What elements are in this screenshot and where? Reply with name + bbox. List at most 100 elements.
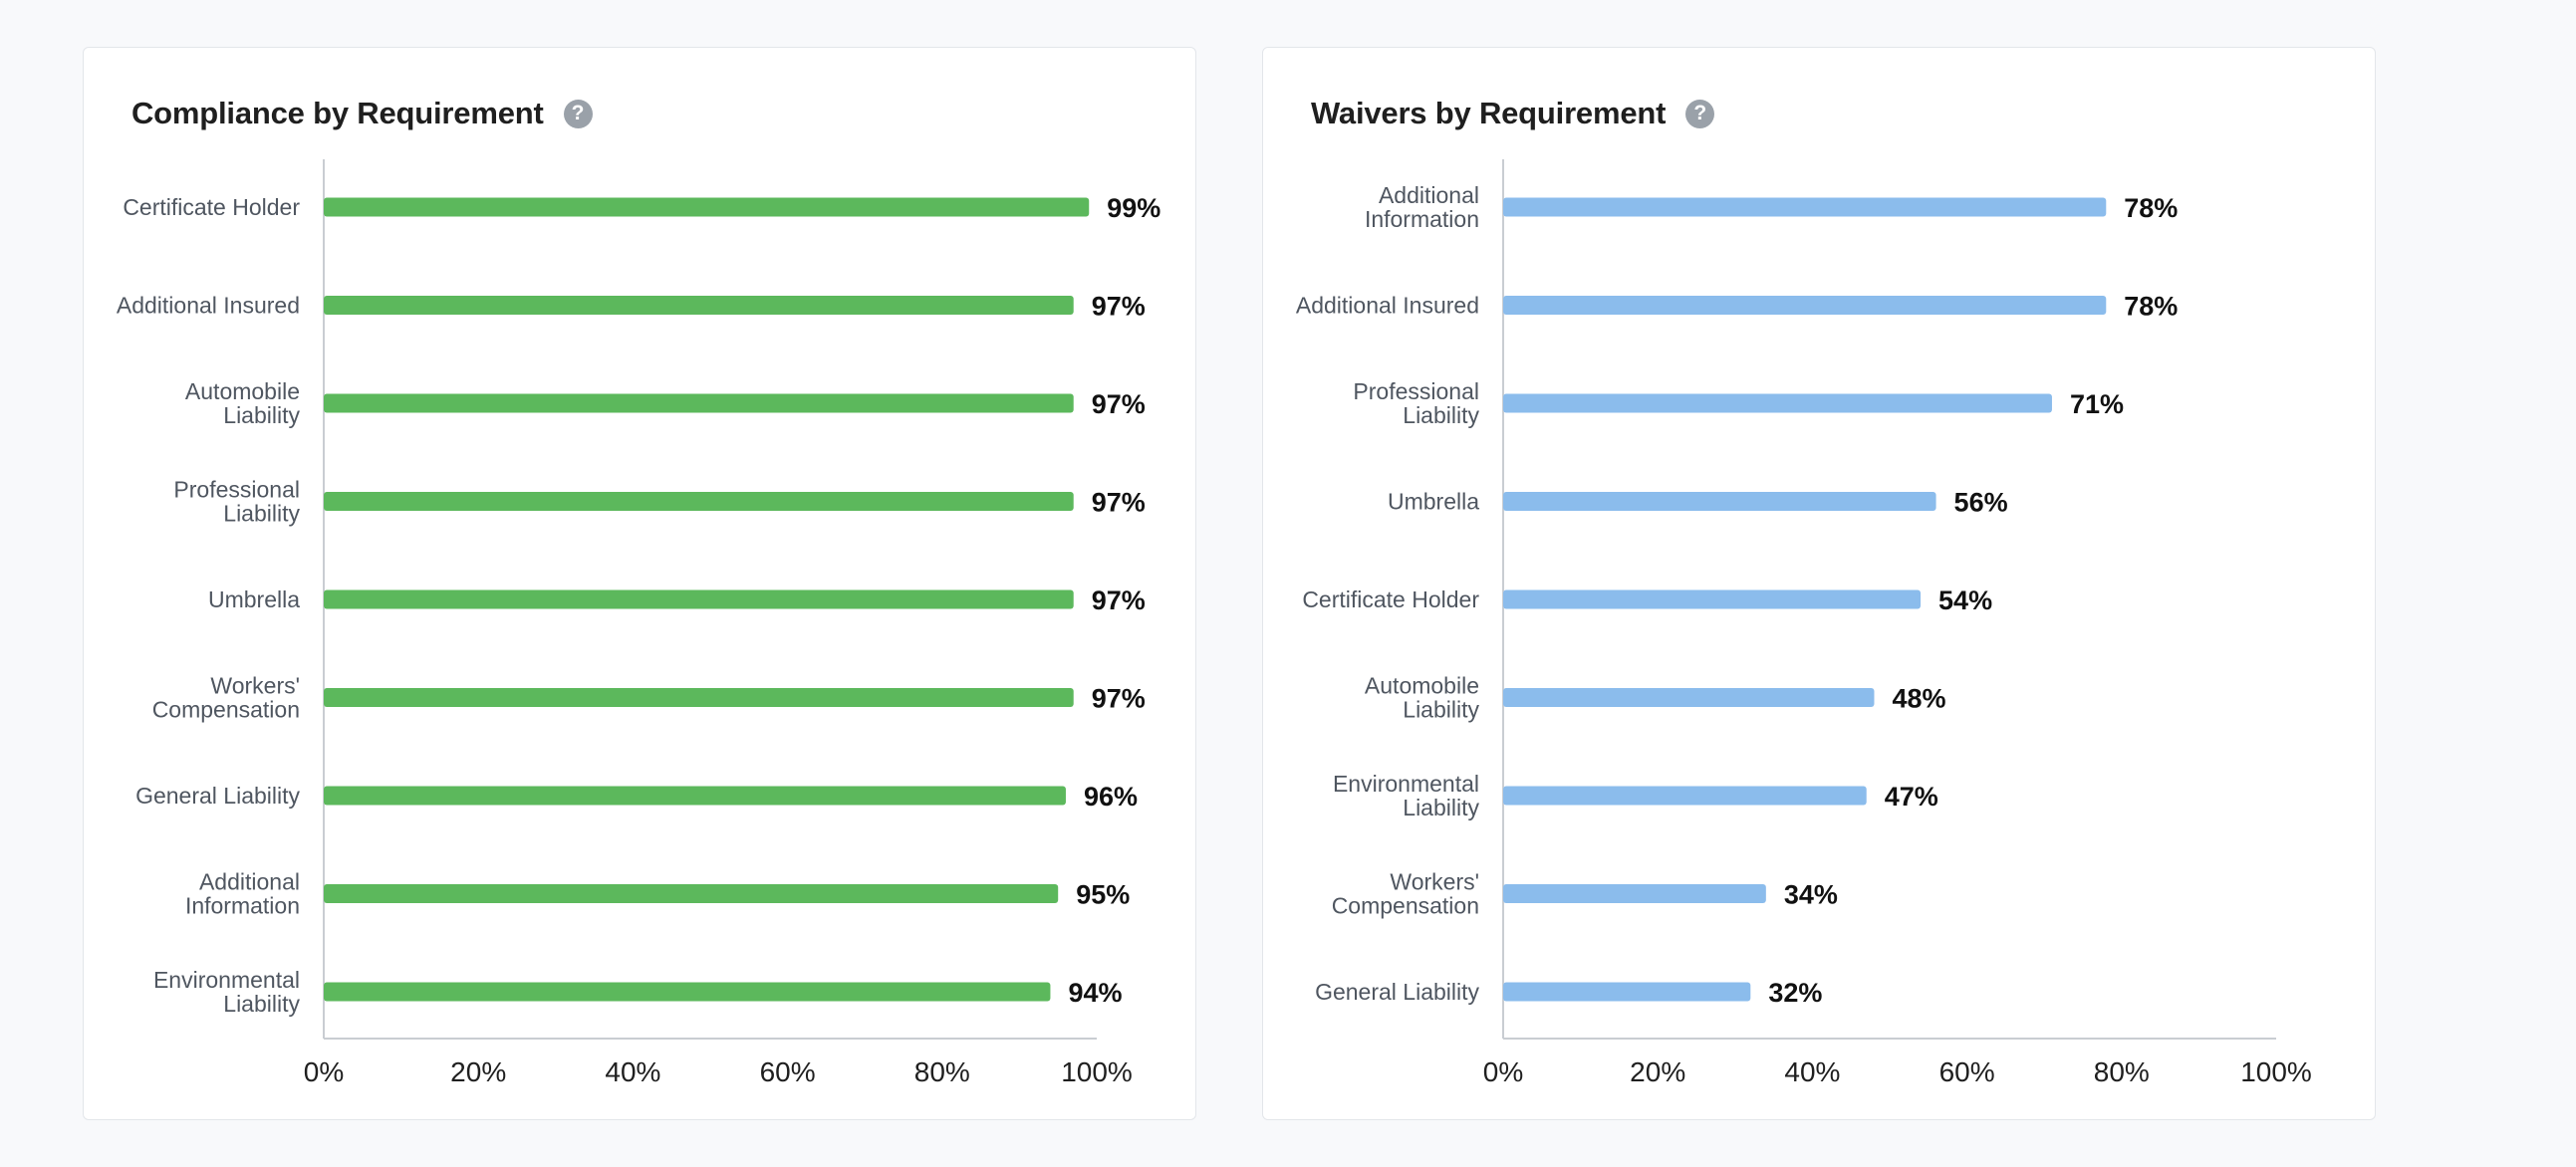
category-label: Additional Insured: [117, 293, 300, 319]
category-label-line: Workers': [1390, 869, 1479, 895]
data-label: 32%: [1768, 978, 1822, 1008]
bar: [1503, 884, 1766, 903]
category-label: Umbrella: [1388, 489, 1479, 515]
category-label: General Liability: [135, 783, 300, 809]
x-tick-label: 60%: [1939, 1056, 1995, 1087]
data-label: 97%: [1092, 488, 1146, 518]
data-label: 56%: [1954, 488, 2008, 518]
data-label: 97%: [1092, 292, 1146, 322]
waivers-chart-header: Waivers by Requirement ?: [1311, 84, 1715, 143]
x-tick-label: 100%: [1061, 1056, 1133, 1087]
category-label: Umbrella: [208, 586, 300, 612]
category-label: Additional Insured: [1296, 293, 1479, 319]
compliance-chart-card: Compliance by Requirement ? 99% Certifica…: [83, 47, 1196, 1120]
x-tick-label: 0%: [304, 1056, 344, 1087]
waivers-bar-chart: 78% Additional Information 78% Additional In…: [1296, 159, 2312, 1087]
bar: [324, 296, 1074, 315]
x-tick-label: 80%: [2094, 1056, 2150, 1087]
bar: [324, 786, 1066, 806]
category-label-line: Liability: [223, 991, 300, 1017]
data-label: 96%: [1084, 782, 1138, 812]
category-label-line: Additional Insured: [1296, 293, 1479, 319]
data-label: 71%: [2070, 389, 2124, 419]
bar: [324, 688, 1074, 707]
data-label: 97%: [1092, 684, 1146, 714]
bar: [1503, 982, 1751, 1002]
category-label: Additional Information: [185, 869, 300, 919]
data-label: 78%: [2124, 193, 2178, 223]
waivers-chart-card: Waivers by Requirement ? 78% Additional In…: [1262, 47, 2376, 1120]
data-label: 34%: [1784, 880, 1838, 910]
category-label-line: General Liability: [1315, 979, 1479, 1005]
category-label-line: Certificate Holder: [1302, 586, 1479, 612]
data-label: 94%: [1068, 978, 1122, 1008]
category-label-line: Environmental: [153, 967, 300, 993]
category-label: General Liability: [1315, 979, 1479, 1005]
category-label-line: Workers': [210, 673, 300, 699]
category-label-line: Liability: [223, 402, 300, 428]
category-label-line: Umbrella: [208, 586, 300, 612]
data-label: 97%: [1092, 585, 1146, 615]
category-label: Workers' Compensation: [1332, 869, 1479, 919]
data-label: 78%: [2124, 292, 2178, 322]
category-label-line: Professional: [1353, 378, 1479, 404]
question-circle-icon[interactable]: ?: [563, 99, 593, 128]
x-tick-label: 20%: [450, 1056, 506, 1087]
compliance-chart-title: Compliance by Requirement: [131, 96, 544, 130]
bar: [1503, 688, 1875, 707]
x-tick-label: 80%: [914, 1056, 970, 1087]
category-label: Additional Information: [1365, 182, 1479, 232]
data-label: 99%: [1107, 193, 1160, 223]
x-tick-label: 100%: [2240, 1056, 2312, 1087]
category-label: Professional Liability: [173, 477, 300, 527]
category-label-line: Additional: [1379, 182, 1479, 208]
bar: [1503, 197, 2107, 217]
category-label-line: Information: [185, 893, 300, 919]
x-tick-label: 40%: [1784, 1056, 1840, 1087]
data-label: 97%: [1092, 389, 1146, 419]
bar: [324, 393, 1074, 413]
x-tick-label: 0%: [1483, 1056, 1523, 1087]
data-label: 48%: [1892, 684, 1945, 714]
bar: [1503, 786, 1867, 806]
category-label-line: Compensation: [152, 697, 300, 723]
category-label-line: Automobile: [1365, 673, 1479, 699]
bar: [324, 982, 1051, 1002]
compliance-bar-chart: 99% Certificate Holder 97% Additional Insur…: [117, 159, 1160, 1087]
category-label-line: Information: [1365, 206, 1479, 232]
category-label-line: Additional: [199, 869, 300, 895]
category-label-line: Environmental: [1333, 771, 1479, 797]
category-label-line: Additional Insured: [117, 293, 300, 319]
category-label: Professional Liability: [1353, 378, 1479, 428]
question-circle-icon[interactable]: ?: [1685, 99, 1715, 128]
waivers-chart-title: Waivers by Requirement: [1311, 96, 1667, 130]
category-label-line: Umbrella: [1388, 489, 1479, 515]
category-label: Certificate Holder: [123, 194, 300, 220]
x-tick-label: 20%: [1630, 1056, 1685, 1087]
bar: [324, 589, 1074, 609]
bar: [1503, 393, 2052, 413]
bar: [1503, 589, 1922, 609]
category-label-line: Professional: [173, 477, 300, 503]
category-label-line: Liability: [1403, 795, 1479, 820]
compliance-chart-header: Compliance by Requirement ?: [131, 84, 593, 143]
x-tick-label: 60%: [760, 1056, 816, 1087]
bar: [324, 492, 1074, 511]
data-label: 47%: [1885, 782, 1938, 812]
bar: [1503, 296, 2107, 315]
category-label-line: Certificate Holder: [123, 194, 300, 220]
category-label-line: General Liability: [135, 783, 300, 809]
category-label: Certificate Holder: [1302, 586, 1479, 612]
data-label: 54%: [1938, 585, 1992, 615]
bar: [324, 884, 1059, 903]
x-tick-label: 40%: [605, 1056, 660, 1087]
category-label-line: Automobile: [185, 378, 300, 404]
category-label-line: Liability: [223, 501, 300, 527]
category-label: Environmental Liability: [1333, 771, 1480, 820]
category-label: Environmental Liability: [153, 967, 301, 1017]
category-label-line: Compensation: [1332, 893, 1479, 919]
category-label: Automobile Liability: [1365, 673, 1480, 723]
category-label-line: Liability: [1403, 697, 1479, 723]
bar: [324, 197, 1090, 217]
category-label: Automobile Liability: [185, 378, 301, 428]
